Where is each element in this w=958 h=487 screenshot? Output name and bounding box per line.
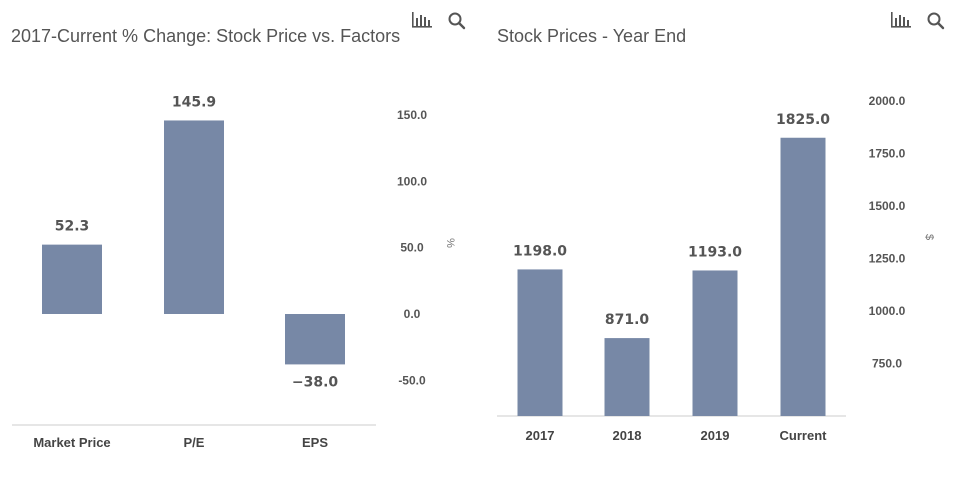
chart-1-y-axis-label: % <box>444 238 456 248</box>
chart-2-data-label-4: 1825.0 <box>776 112 830 128</box>
chart-1-y-tick-label: 50.0 <box>400 241 424 255</box>
chart-1-data-label-3: −38.0 <box>292 374 339 390</box>
chart-2-category-label-2: 2018 <box>613 428 642 443</box>
chart-2-y-tick-label: 1750.0 <box>869 147 906 161</box>
chart-2-y-tick-label: 1000.0 <box>869 304 906 318</box>
chart-2-y-tick-label: 1250.0 <box>869 252 906 266</box>
chart-1-bar-2[interactable] <box>164 120 224 314</box>
chart-2-data-label-1: 1198.0 <box>513 243 567 259</box>
chart-1-bar-1[interactable] <box>42 244 102 314</box>
chart-1-category-label-1: Market Price <box>33 435 110 450</box>
chart-1-title: 2017-Current % Change: Stock Price vs. F… <box>11 26 400 46</box>
chart-2-bar-1[interactable] <box>517 269 563 416</box>
chart-2-bar-chart-icon[interactable] <box>891 12 911 28</box>
chart-1-data-label-1: 52.3 <box>55 219 90 235</box>
chart-2-bar-4[interactable] <box>780 137 826 416</box>
chart-2-bar-3[interactable] <box>692 270 738 416</box>
chart-1-bar-3[interactable] <box>285 314 345 365</box>
chart-1: 2017-Current % Change: Stock Price vs. F… <box>11 12 466 450</box>
chart-2-search-icon[interactable] <box>927 12 945 30</box>
chart-2-y-tick-label: 2000.0 <box>869 94 906 108</box>
chart-1-y-tick-label: 150.0 <box>397 108 427 122</box>
chart-2-category-label-1: 2017 <box>526 428 555 443</box>
chart-2: Stock Prices - Year End 1198.0 871.0 1193.… <box>497 12 945 443</box>
chart-1-data-label-2: 145.9 <box>172 94 216 110</box>
chart-1-y-tick-label: -50.0 <box>398 373 426 387</box>
chart-2-y-tick-label: 750.0 <box>872 357 902 371</box>
chart-2-y-axis-label: $ <box>923 234 935 240</box>
chart-1-search-icon[interactable] <box>448 12 466 30</box>
chart-2-title: Stock Prices - Year End <box>497 26 686 46</box>
chart-2-data-label-3: 1193.0 <box>688 244 742 260</box>
chart-1-y-tick-label: 100.0 <box>397 174 427 188</box>
chart-2-category-label-4: Current <box>780 428 828 443</box>
chart-1-bar-chart-icon[interactable] <box>412 12 432 28</box>
chart-2-data-label-2: 871.0 <box>605 312 650 328</box>
chart-2-y-tick-label: 1500.0 <box>869 199 906 213</box>
chart-2-category-label-3: 2019 <box>701 428 730 443</box>
chart-1-y-tick-label: 0.0 <box>404 307 421 321</box>
chart-1-category-label-2: P/E <box>184 435 205 450</box>
chart-2-bar-2[interactable] <box>604 338 650 416</box>
chart-1-category-label-3: EPS <box>302 435 328 450</box>
